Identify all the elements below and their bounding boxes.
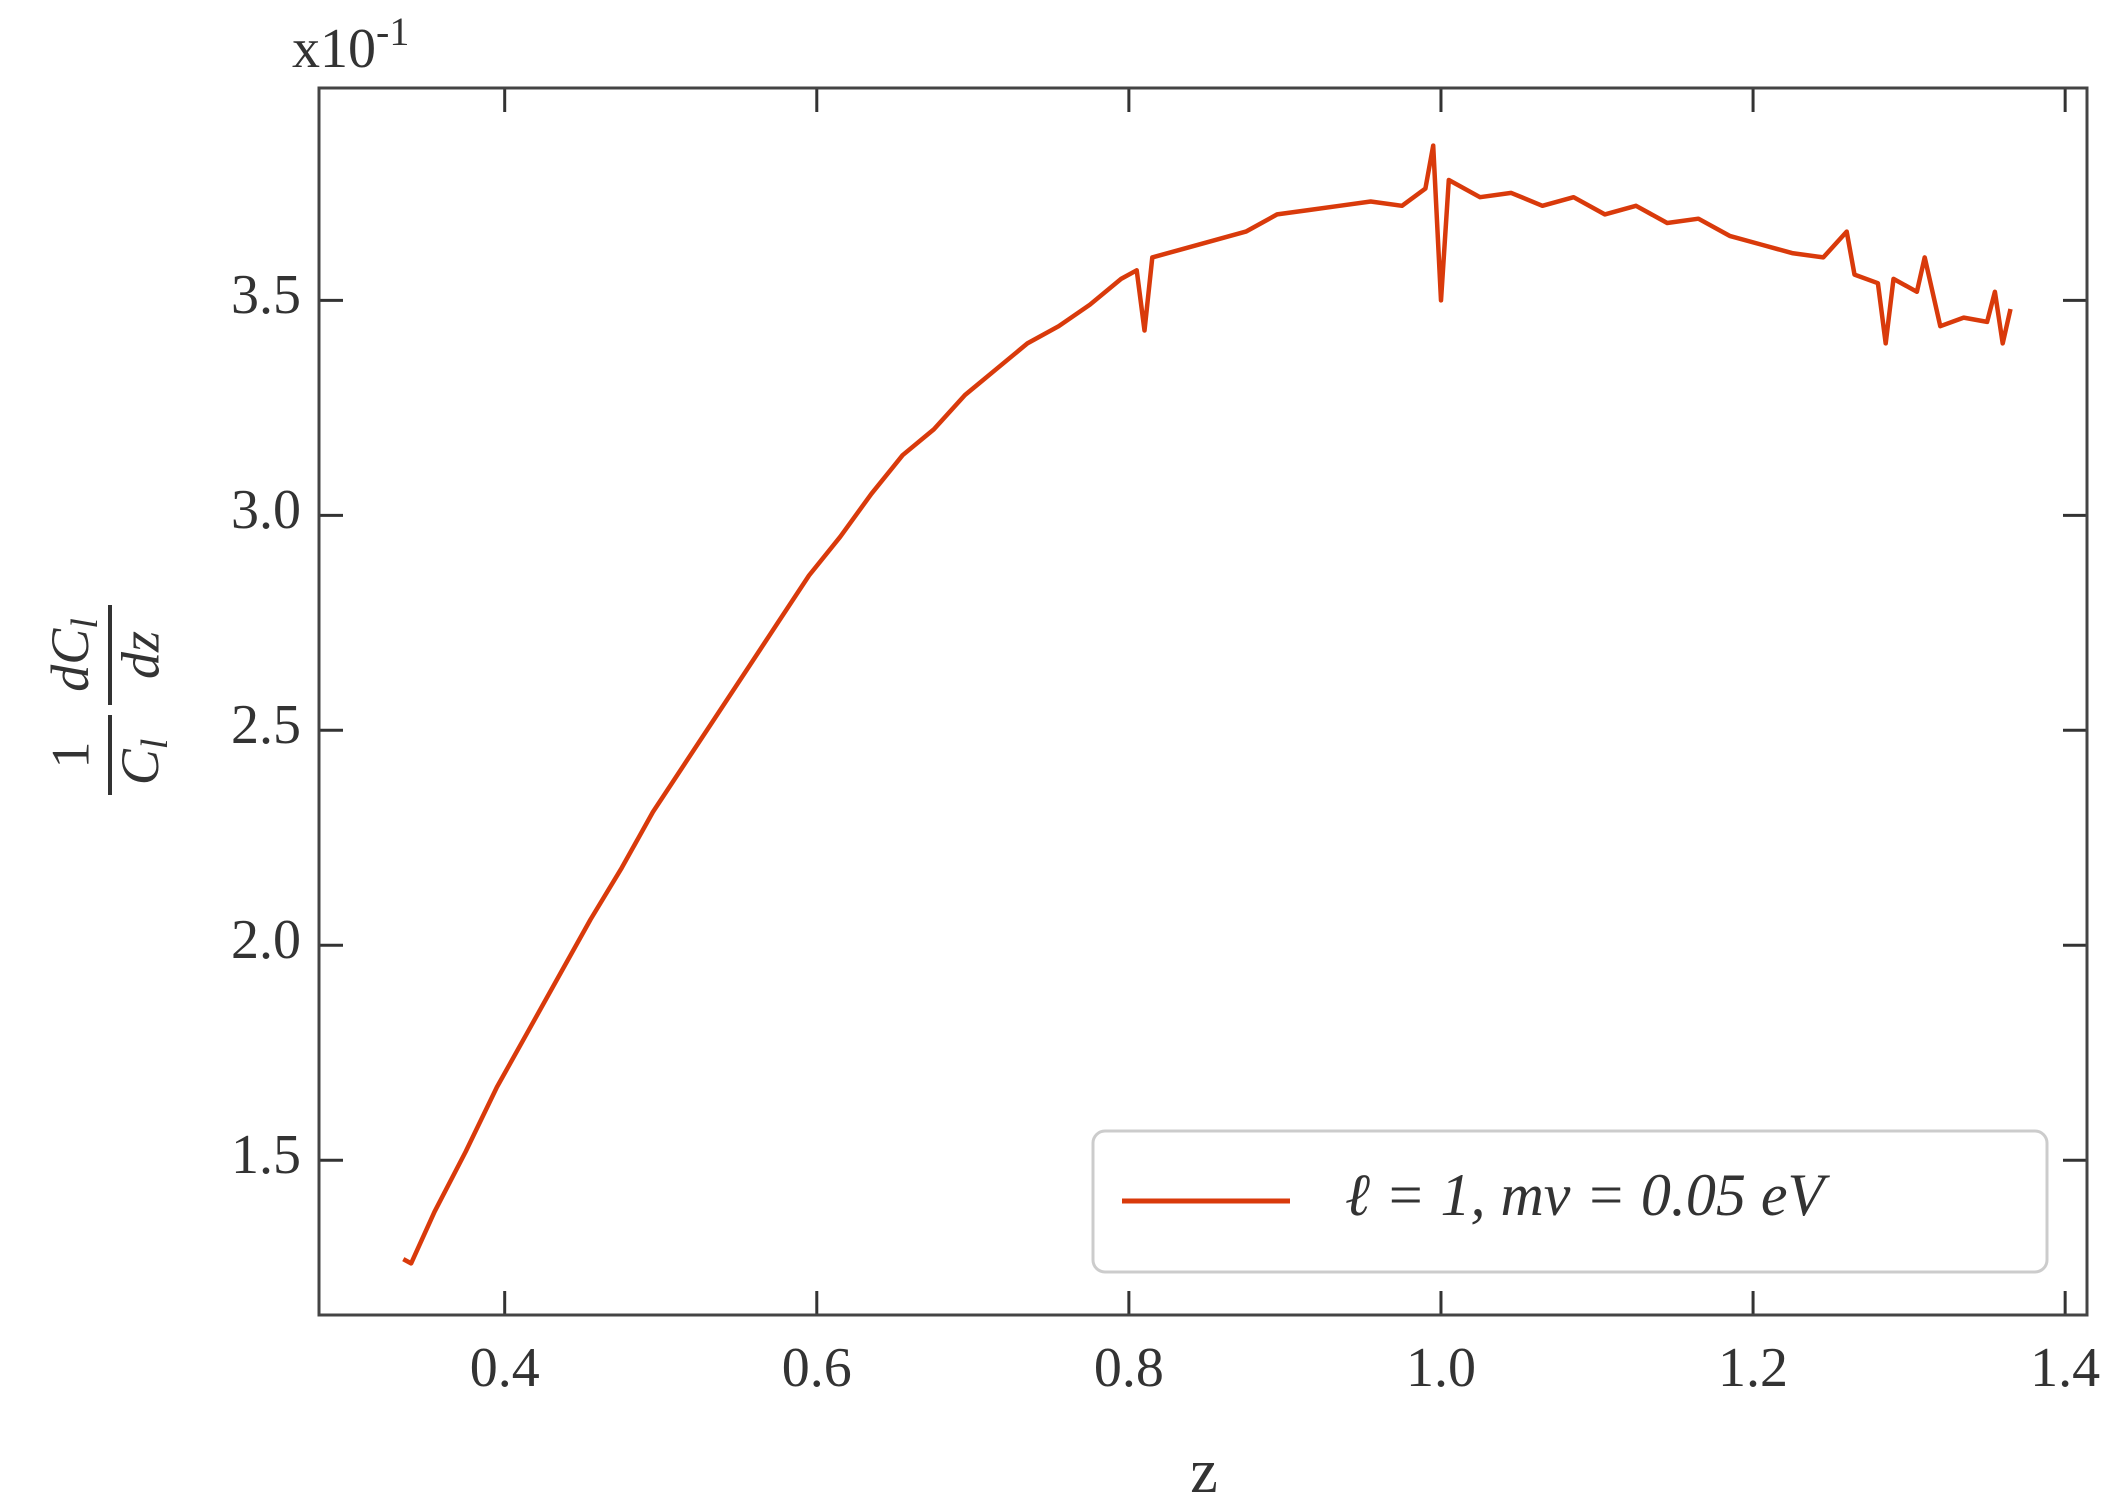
legend-label: ℓ = 1, mν = 0.05 eV	[1345, 1162, 1831, 1228]
y-tick-label: 3.0	[231, 479, 301, 541]
legend: ℓ = 1, mν = 0.05 eV	[1091, 1129, 2049, 1274]
y-label-part: dz	[110, 631, 170, 679]
x-tick-label: 0.6	[782, 1337, 852, 1399]
legend-box	[1091, 1129, 2049, 1274]
x-axis-label: z	[1190, 1438, 1218, 1506]
x-tick-label: 0.4	[470, 1337, 540, 1399]
y-axis-label: 1 Cl dCl dz	[40, 605, 176, 795]
x-tick-label: 0.8	[1094, 1337, 1164, 1399]
x-tick-label: 1.2	[1718, 1337, 1788, 1399]
x-tick-label: 1.4	[2030, 1337, 2100, 1399]
y-label-part: Cl	[110, 739, 175, 786]
x-tick-label: 1.0	[1406, 1337, 1476, 1399]
y-tick-label: 3.5	[231, 264, 301, 326]
y-label-part: dCl	[40, 618, 105, 692]
y-tick-label: 2.5	[231, 694, 301, 756]
plot-frame	[317, 86, 2089, 1317]
y-label-part: 1	[40, 742, 100, 769]
y-tick-label: 1.5	[231, 1124, 301, 1186]
data-line	[402, 143, 2013, 1266]
y-tick-label: 2.0	[231, 909, 301, 971]
offset-label: x10-1	[292, 9, 409, 80]
